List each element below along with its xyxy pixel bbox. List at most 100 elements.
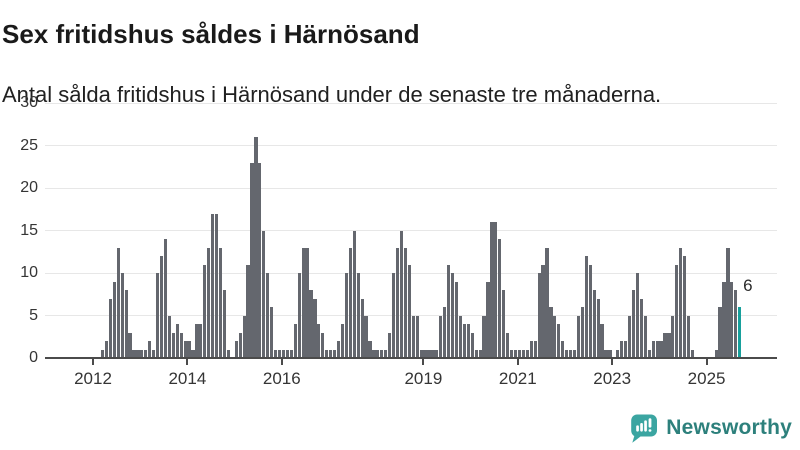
newsworthy-speech-bubble-chart-icon: [631, 414, 658, 443]
x-axis-tick: [92, 359, 94, 365]
bar: [380, 349, 384, 358]
bar: [572, 349, 577, 358]
bar: [159, 256, 164, 358]
y-axis-label: 30: [20, 94, 38, 111]
bar: [435, 349, 439, 358]
bar: [671, 315, 675, 358]
gridline-20: [45, 187, 777, 189]
bar: [313, 298, 317, 358]
bar: [136, 349, 140, 358]
bar: [399, 230, 404, 358]
bar: [726, 247, 730, 358]
gridline-15: [45, 230, 777, 231]
x-axis-tick: [611, 359, 614, 365]
bar: [132, 349, 136, 358]
bar: [124, 290, 128, 358]
bar: [490, 222, 494, 358]
bar: [502, 290, 506, 358]
bar: [549, 307, 553, 358]
bar: [718, 307, 722, 358]
bar: [439, 315, 443, 358]
highlight-bar: [738, 307, 742, 358]
bar: [443, 307, 447, 358]
bar: [679, 247, 683, 358]
bar: [167, 315, 171, 358]
bar: [600, 324, 604, 358]
bar: [506, 332, 510, 358]
gridline-5: [45, 315, 777, 316]
bar: [521, 349, 525, 358]
bar: [509, 349, 514, 358]
bar: [627, 315, 632, 358]
bar: [596, 298, 600, 358]
bar: [293, 324, 297, 358]
bar: [482, 315, 486, 358]
bar: [541, 264, 545, 358]
bar: [238, 332, 242, 358]
x-axis-label: 2014: [168, 369, 207, 388]
bar: [686, 315, 691, 358]
bar: [199, 324, 203, 358]
bar: [553, 315, 557, 358]
bar: [360, 298, 364, 358]
bar: [588, 264, 592, 358]
bar: [423, 349, 427, 358]
bar: [529, 341, 533, 358]
bar: [214, 213, 219, 358]
bar: [576, 315, 581, 358]
bar: [427, 349, 431, 358]
bar: [191, 349, 195, 358]
bar: [112, 281, 116, 358]
bar: [498, 239, 502, 358]
bar: [616, 349, 620, 358]
y-axis-label: 25: [20, 136, 38, 154]
x-axis-label: 2016: [262, 369, 301, 388]
bar: [250, 162, 254, 358]
x-axis-tick: [280, 359, 283, 365]
x-axis-tick: [705, 359, 708, 365]
bar: [388, 332, 392, 358]
bar: [144, 349, 148, 358]
bar: [466, 324, 470, 358]
page-title: Sex fritidshus såldes i Härnösand: [2, 19, 420, 50]
bar: [120, 273, 124, 358]
bar: [195, 324, 199, 358]
bar: [270, 307, 274, 358]
bar: [273, 349, 278, 358]
bar: [140, 349, 144, 358]
bar: [647, 349, 651, 358]
bar: [525, 349, 529, 358]
bar: [100, 349, 105, 358]
y-axis-label: 15: [20, 221, 38, 239]
bar: [411, 315, 415, 358]
x-axis-label: 2025: [687, 369, 726, 388]
bar: [659, 341, 663, 358]
bar: [415, 315, 419, 358]
highlight-value-label: 6: [743, 276, 753, 295]
bar: [104, 341, 109, 358]
gridline-30: [45, 102, 777, 104]
bar: [152, 349, 156, 358]
bar: [285, 349, 289, 358]
bar: [545, 247, 549, 358]
bar: [108, 298, 112, 358]
bar: [608, 349, 612, 358]
bar: [557, 324, 561, 358]
bar: [635, 273, 640, 358]
bar: [148, 341, 152, 358]
bar: [450, 273, 455, 358]
bar: [722, 281, 726, 358]
bar: [384, 349, 388, 358]
bar: [234, 341, 238, 358]
bar: [289, 349, 293, 358]
bar: [277, 349, 282, 358]
bar: [301, 247, 305, 358]
bar: [683, 256, 687, 358]
bar: [352, 230, 356, 358]
bar: [297, 273, 301, 358]
bar: [447, 264, 451, 358]
bar: [431, 349, 435, 358]
x-axis-label: 2021: [498, 369, 537, 388]
bar: [317, 324, 321, 358]
bar: [246, 264, 250, 358]
